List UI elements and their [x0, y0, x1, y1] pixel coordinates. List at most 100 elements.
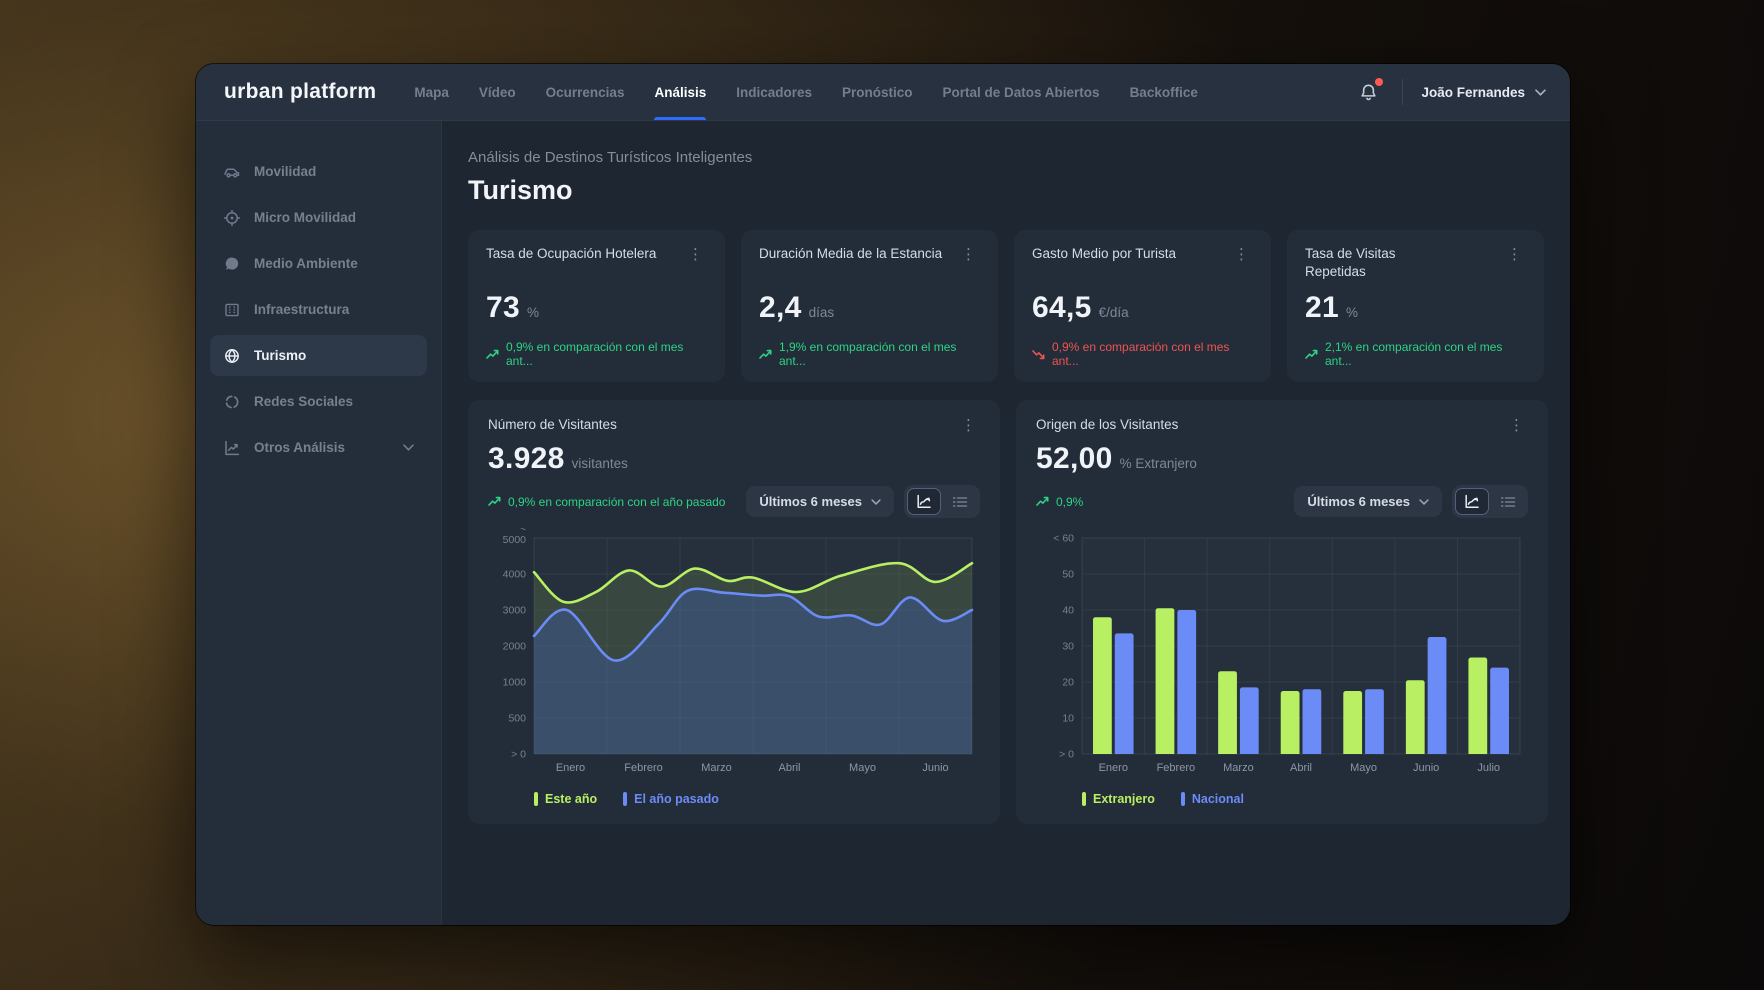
svg-text:Abril: Abril	[1290, 762, 1312, 774]
nav-item-pronostico[interactable]: Pronóstico	[842, 64, 913, 120]
table-view-toggle[interactable]	[1491, 488, 1525, 515]
trend-up-icon	[759, 349, 772, 360]
legend-item-extranjero[interactable]: Extranjero	[1082, 792, 1155, 806]
globe-icon	[223, 347, 241, 365]
list-icon	[1500, 495, 1516, 509]
nav-item-backoffice[interactable]: Backoffice	[1130, 64, 1198, 120]
svg-text:40: 40	[1062, 605, 1074, 617]
change-indicator: 0,9% en comparación con el mes ant...	[486, 340, 707, 368]
sidebar-item-turismo[interactable]: Turismo	[210, 335, 427, 376]
card-unit: visitantes	[571, 456, 628, 471]
nav-item-indicadores[interactable]: Indicadores	[736, 64, 812, 120]
page-title: Turismo	[468, 175, 573, 205]
card-title: Origen de los Visitantes	[1036, 417, 1179, 432]
charts-row: Número de Visitantes ⋮ 3.928 visitantes …	[468, 400, 1548, 824]
kpi-card-duracion-media-de-la-estancia: Duración Media de la Estancia ⋮ 2,4 días…	[741, 230, 998, 382]
svg-text:10: 10	[1062, 713, 1074, 725]
svg-text:Mayo: Mayo	[849, 762, 876, 774]
change-text: 0,9% en comparación con el mes ant...	[506, 340, 684, 368]
chevron-down-icon	[403, 444, 414, 451]
chevron-down-icon	[1535, 88, 1546, 96]
legend-item-nacional[interactable]: Nacional	[1180, 792, 1244, 806]
nav-item-analisis[interactable]: Análisis	[654, 64, 706, 120]
card-title: Número de Visitantes	[488, 417, 617, 432]
svg-text:Febrero: Febrero	[624, 762, 663, 774]
range-label: Últimos 6 meses	[1307, 494, 1410, 509]
svg-text:Junio: Junio	[1413, 762, 1439, 774]
card-menu-button[interactable]: ⋮	[1230, 245, 1253, 264]
range-selector[interactable]: Últimos 6 meses	[746, 486, 894, 517]
nav-item-ocurrencias[interactable]: Ocurrencias	[546, 64, 625, 120]
user-menu[interactable]: João Fernandes	[1421, 85, 1546, 100]
origin-bar-chart: < 60 50 40 30 20 10 > 0 Enero Febrero Marzo Abril M…	[1036, 528, 1528, 786]
svg-text:> 0: > 0	[511, 749, 526, 761]
svg-text:Enero: Enero	[1099, 762, 1128, 774]
legend-swatch	[534, 792, 538, 806]
sidebar-item-redes-sociales[interactable]: Redes Sociales	[210, 381, 427, 422]
trend-down-icon	[1032, 349, 1045, 360]
card-menu-button[interactable]: ⋮	[957, 416, 980, 435]
card-menu-button[interactable]: ⋮	[1505, 416, 1528, 435]
chart-type-toggle	[1452, 485, 1528, 518]
kpi-card-gasto-medio-por-turista: Gasto Medio por Turista ⋮ 64,5 €/día 0,9…	[1014, 230, 1271, 382]
nav-item-video[interactable]: Vídeo	[479, 64, 516, 120]
change-indicator: 2,1% en comparación con el mes ant...	[1305, 340, 1526, 368]
card-unit: % Extranjero	[1119, 456, 1197, 471]
line-chart-toggle[interactable]	[1455, 488, 1489, 515]
svg-text:> 0: > 0	[1059, 749, 1074, 761]
sidebar-item-micro-movilidad[interactable]: Micro Movilidad	[210, 197, 427, 238]
nav-item-mapa[interactable]: Mapa	[414, 64, 449, 120]
topbar: urban platform Mapa Vídeo Ocurrencias Análi…	[196, 64, 1570, 121]
table-view-toggle[interactable]	[943, 488, 977, 515]
kpi-unit: %	[1345, 305, 1358, 320]
legend-swatch	[623, 792, 628, 806]
chevron-down-icon	[1419, 498, 1429, 505]
svg-text:Enero: Enero	[556, 762, 585, 774]
chart-icon	[223, 439, 241, 457]
card-menu-button[interactable]: ⋮	[1503, 245, 1526, 264]
range-selector[interactable]: Últimos 6 meses	[1294, 486, 1442, 517]
list-icon	[952, 495, 968, 509]
visitors-chart-card: Número de Visitantes ⋮ 3.928 visitantes …	[468, 400, 1000, 824]
sidebar-item-medio-ambiente[interactable]: Medio Ambiente	[210, 243, 427, 284]
card-menu-button[interactable]: ⋮	[957, 245, 980, 264]
line-chart-icon	[916, 494, 932, 509]
card-value: 52,00	[1036, 442, 1113, 475]
legend-item-este-ano[interactable]: Este año	[534, 792, 597, 806]
change-indicator: 1,9% en comparación con el mes ant...	[759, 340, 980, 368]
building-icon	[223, 301, 241, 319]
svg-text:Mayo: Mayo	[1350, 762, 1377, 774]
change-text: 0,9%	[1056, 494, 1084, 509]
kpi-title: Tasa de Ocupación Hotelera	[486, 246, 657, 261]
svg-text:<5000: <5000	[503, 528, 527, 546]
svg-text:Junio: Junio	[922, 762, 948, 774]
change-text: 2,1% en comparación con el mes ant...	[1325, 340, 1503, 368]
kpi-title: Gasto Medio por Turista	[1032, 246, 1177, 261]
card-menu-button[interactable]: ⋮	[684, 245, 707, 264]
change-text: 0,9% en comparación con el mes ant...	[1052, 340, 1230, 368]
app-body: Movilidad Micro Movilidad Medio Ambiente…	[196, 121, 1570, 925]
sidebar-item-infraestructura[interactable]: Infraestructura	[210, 289, 427, 330]
app-logo: urban platform	[224, 80, 377, 103]
kpi-value: 2,4	[759, 291, 802, 324]
kpi-value: 21	[1305, 291, 1339, 324]
legend-item-el-ano-pasado[interactable]: El año pasado	[623, 792, 719, 806]
notifications-button[interactable]	[1353, 77, 1384, 108]
change-indicator: 0,9% en comparación con el año pasado	[488, 495, 725, 509]
sidebar-item-otros-analisis[interactable]: Otros Análisis	[210, 427, 427, 468]
trend-up-icon	[1036, 496, 1049, 507]
kpi-unit: %	[526, 305, 539, 320]
nav-item-portal-de-datos-abiertos[interactable]: Portal de Datos Abiertos	[943, 64, 1100, 120]
svg-text:4000: 4000	[503, 569, 527, 581]
svg-text:50: 50	[1062, 569, 1074, 581]
origin-chart-legend: Extranjero Nacional	[1082, 788, 1528, 810]
svg-text:500: 500	[508, 713, 526, 725]
notification-dot	[1375, 77, 1384, 86]
svg-text:Febrero: Febrero	[1157, 762, 1196, 774]
svg-text:1000: 1000	[503, 677, 527, 689]
svg-text:Marzo: Marzo	[1223, 762, 1254, 774]
sidebar-item-movilidad[interactable]: Movilidad	[210, 151, 427, 192]
line-chart-toggle[interactable]	[907, 488, 941, 515]
line-chart-icon	[1464, 494, 1480, 509]
kpi-value: 73	[486, 291, 520, 324]
